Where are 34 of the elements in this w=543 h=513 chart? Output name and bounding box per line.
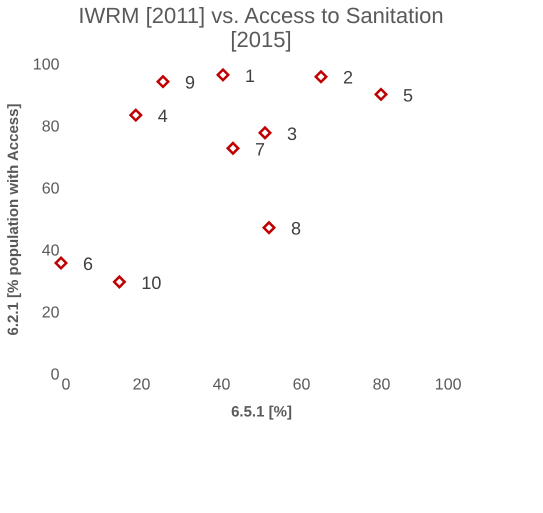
point [226,142,240,155]
annotation: 5 [403,85,414,106]
annotation: 7 [255,139,266,160]
annotation: 2 [343,68,354,88]
point [314,70,328,84]
x-tick-label: 20 [132,376,150,394]
point [156,75,170,88]
point [262,221,276,234]
x-tick-label: 40 [212,376,230,394]
y-tick-label: 80 [42,118,60,136]
x-axis-title: 6.5.1 [%] [231,404,292,420]
x-tick-label: 60 [292,376,310,394]
y-tick-label: 100 [32,56,60,74]
x-tick-label: 0 [62,376,70,394]
annotation: 4 [158,106,168,126]
point [374,88,388,101]
point [216,68,230,82]
y-tick-label: 60 [42,180,60,198]
annotation: 10 [141,272,162,293]
chart-title: IWRM [2011] vs. Access to Sanitation [2015] [78,3,444,52]
annotation: 9 [185,72,196,93]
point [54,256,68,270]
annotation: 1 [245,66,256,86]
annotation: 3 [287,124,298,144]
point [112,275,126,288]
annotation: 8 [291,218,302,239]
point [258,126,272,140]
x-tick-label: 80 [372,376,390,394]
y-tick-label: 40 [42,242,60,260]
y-axis-title: 6.2.1 [% population with Access] [4,104,22,336]
annotation: 6 [83,254,94,274]
x-tick-label: 100 [434,376,462,394]
point [129,108,142,122]
y-tick-label: 20 [42,304,60,322]
